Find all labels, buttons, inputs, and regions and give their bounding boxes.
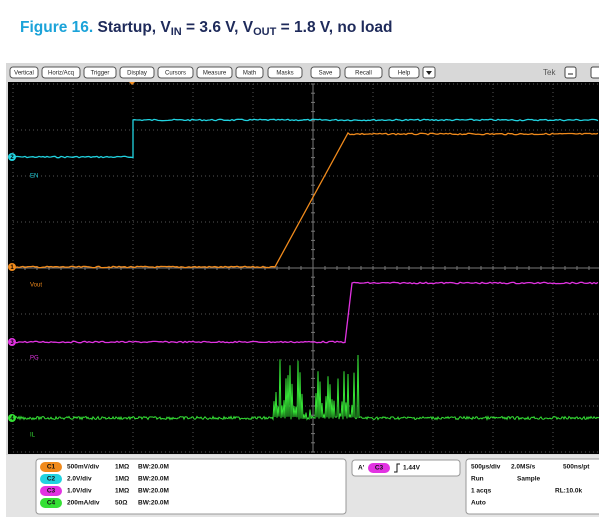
channel-marker-label: 3 — [10, 340, 14, 346]
menu-label: Display — [127, 71, 147, 77]
channel-bandwidth: BW:20.0M — [138, 500, 169, 507]
timebase-panel[interactable] — [465, 458, 599, 515]
menu-label: Cursors — [165, 71, 186, 77]
vout-trace — [12, 132, 599, 269]
menu-label: Vertical — [14, 71, 34, 77]
timebase-scale: 500µs/div — [471, 464, 501, 471]
menu-button[interactable] — [9, 66, 39, 79]
trace-label: PG — [30, 356, 39, 362]
figure-number: Figure 16. — [20, 19, 93, 36]
trace-label: IL — [30, 433, 36, 439]
en-trace — [12, 118, 599, 159]
caption-sub: IN — [171, 26, 182, 38]
channel-marker — [8, 414, 16, 422]
menu-label: Math — [243, 71, 256, 77]
channel-impedance: 1MΩ — [115, 476, 129, 483]
run-state: Run — [471, 476, 484, 483]
menu-button[interactable] — [344, 66, 383, 79]
caption: Figure 16. Startup, VIN = 3.6 V, VOUT = … — [20, 19, 393, 38]
caption-sub: OUT — [253, 26, 277, 38]
acq-count: 1 acqs — [471, 488, 492, 495]
menu-button[interactable] — [196, 66, 233, 79]
menu-button[interactable] — [83, 66, 117, 79]
channel-marker — [8, 263, 16, 271]
channel-impedance: 1MΩ — [115, 488, 129, 495]
channel-impedance: 50Ω — [115, 500, 127, 507]
trigger-source: A' — [358, 465, 365, 472]
menu-button[interactable] — [267, 66, 303, 79]
channel-badge-text: C4 — [47, 500, 56, 507]
channel-bandwidth: BW:20.0M — [138, 464, 169, 471]
minimize-button[interactable] — [564, 66, 577, 79]
channel-marker — [8, 338, 16, 346]
channel-scale: 2.0V/div — [67, 476, 92, 483]
il-trace — [12, 354, 599, 422]
caption-text: = 3.6 V, V — [182, 19, 254, 36]
channel-badge[interactable] — [40, 474, 62, 484]
trigger-level: 1.44V — [403, 465, 421, 472]
acq-mode: Sample — [517, 476, 541, 483]
channel-marker-label: 2 — [10, 155, 14, 161]
trace-label: Vout — [30, 283, 42, 289]
channel-badge[interactable] — [40, 498, 62, 508]
channel-marker — [8, 153, 16, 161]
trigger-mode: Auto — [471, 500, 486, 507]
channel-badge[interactable] — [40, 486, 62, 496]
resolution: 500ns/pt — [563, 464, 590, 471]
menu-label: Save — [319, 71, 333, 77]
channel-bandwidth: BW:20.0M — [138, 476, 169, 483]
menu-label: Masks — [276, 71, 293, 77]
dropdown-arrow — [426, 71, 432, 75]
channel-impedance: 1MΩ — [115, 464, 129, 471]
channel-marker-label: 4 — [10, 416, 14, 422]
record-length: RL:10.0k — [555, 488, 582, 495]
close-button[interactable] — [590, 66, 599, 79]
menu-label: Recall — [355, 71, 372, 77]
caption-text: = 1.8 V, no load — [276, 19, 392, 36]
menu-button[interactable] — [119, 66, 155, 79]
pg-trace — [12, 281, 599, 344]
brand: Tek — [543, 68, 556, 77]
channel-scale: 1.0V/div — [67, 488, 92, 495]
channel-marker-label: 1 — [10, 265, 14, 271]
channel-scale: 200mA/div — [67, 500, 100, 507]
menu-button[interactable] — [388, 66, 420, 79]
trigger-badge — [368, 463, 390, 473]
edge-icon — [394, 463, 400, 473]
trigger-position — [129, 82, 135, 85]
menu-button[interactable] — [41, 66, 81, 79]
channel-panel[interactable] — [35, 458, 347, 515]
channel-badge-text: C2 — [47, 476, 56, 483]
menu-button[interactable] — [310, 66, 341, 79]
menu-label: Horiz/Acq — [48, 71, 74, 77]
menu-button[interactable] — [235, 66, 264, 79]
caption-text: Startup, V — [98, 19, 172, 36]
menu-label: Measure — [203, 71, 227, 77]
menu-button[interactable] — [157, 66, 194, 79]
channel-badge-text: C3 — [47, 488, 56, 495]
channel-scale: 500mV/div — [67, 464, 100, 471]
trigger-badge-text: C3 — [375, 465, 384, 472]
trace-label: EN — [30, 174, 38, 180]
channel-badge-text: C1 — [47, 464, 56, 471]
menu-label: Help — [398, 71, 411, 77]
sample-rate: 2.0MS/s — [511, 464, 536, 471]
channel-bandwidth: BW:20.0M — [138, 488, 169, 495]
channel-badge[interactable] — [40, 462, 62, 472]
menu-label: Trigger — [91, 71, 110, 77]
